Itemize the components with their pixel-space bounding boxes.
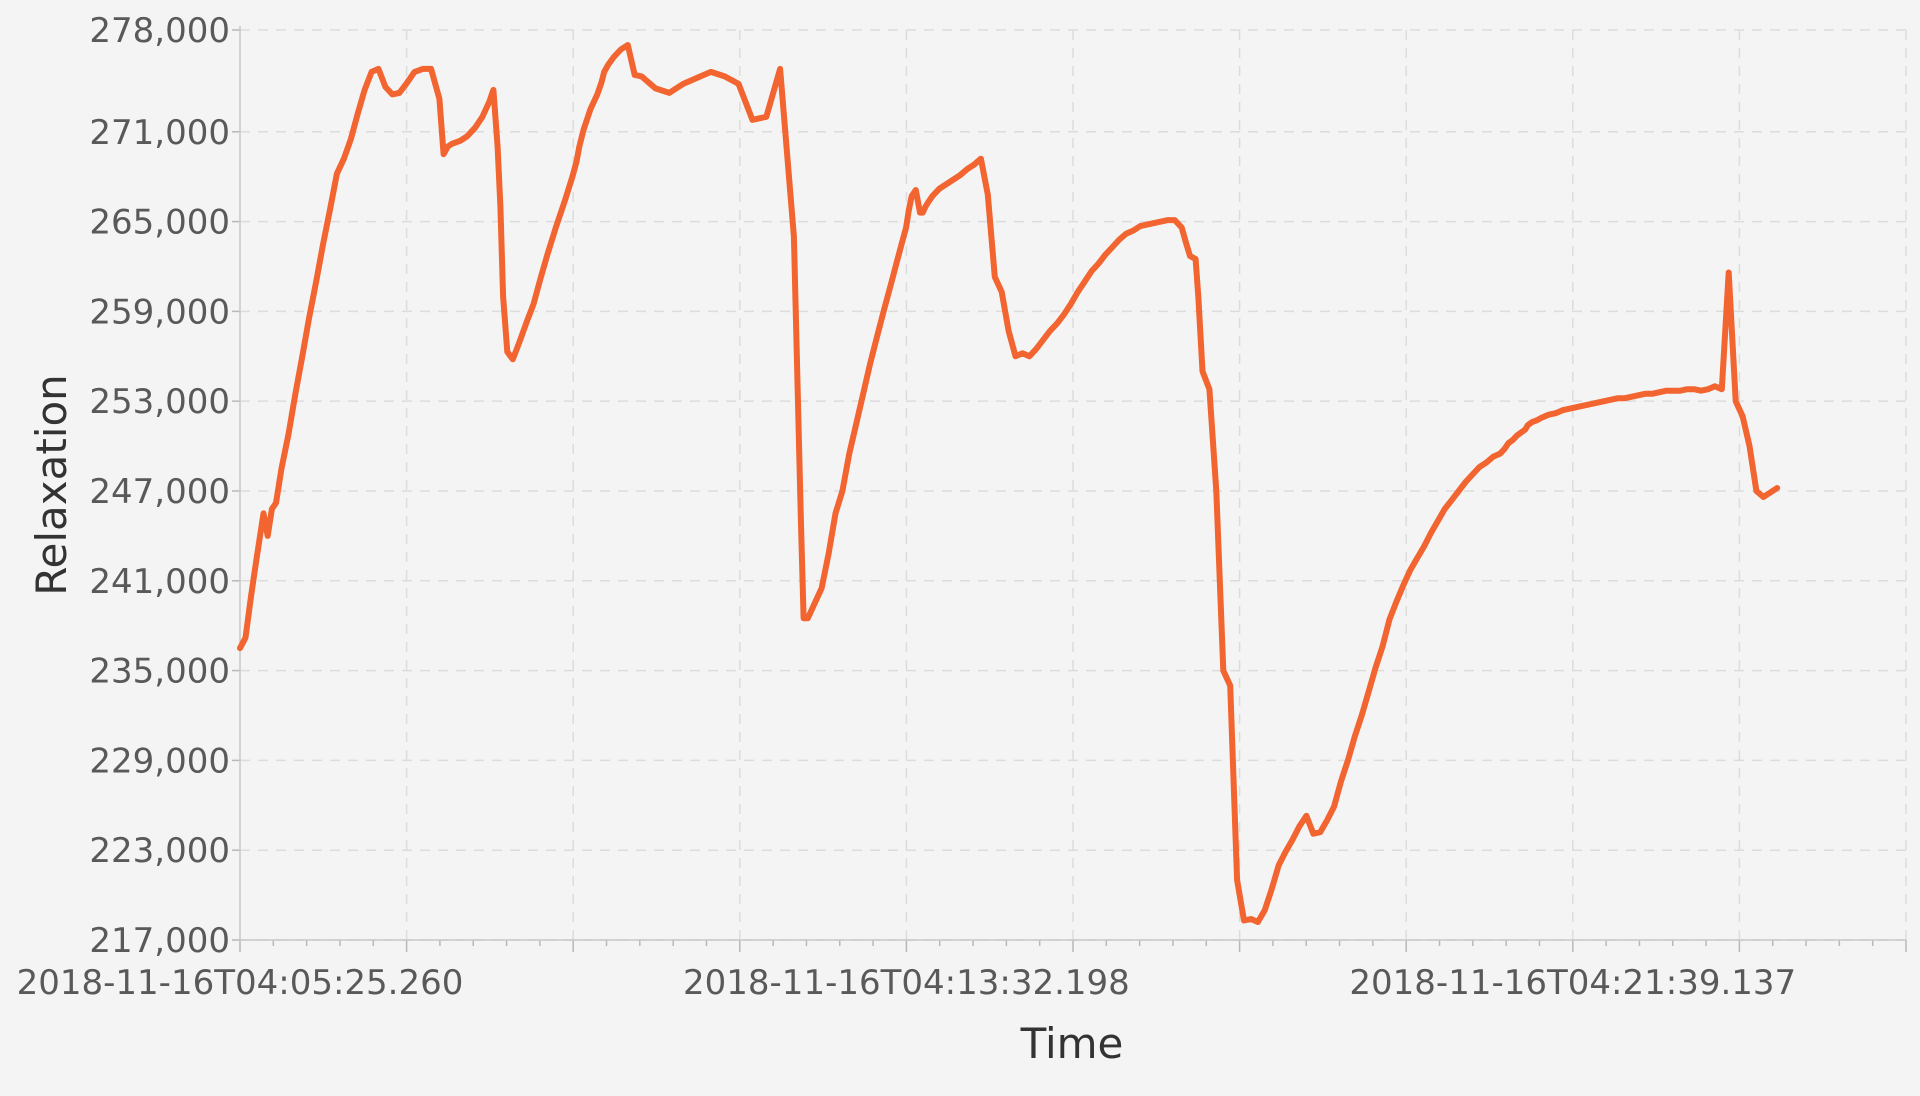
y-tick-label: 271,000 <box>89 113 230 153</box>
x-tick-label: 2018-11-16T04:05:25.260 <box>17 963 464 1003</box>
y-tick-label: 241,000 <box>89 562 230 602</box>
y-tick-label: 253,000 <box>89 382 230 422</box>
axes <box>232 26 1907 952</box>
y-axis-title: Relaxation <box>27 374 76 596</box>
y-tick-label: 247,000 <box>89 472 230 512</box>
y-tick-label: 235,000 <box>89 652 230 692</box>
y-tick-label: 265,000 <box>89 203 230 243</box>
y-tick-label: 229,000 <box>89 741 230 781</box>
x-tick-label: 2018-11-16T04:21:39.137 <box>1349 963 1796 1003</box>
y-tick-label: 223,000 <box>89 831 230 871</box>
series-layer <box>237 42 1781 925</box>
y-tick-label: 217,000 <box>89 921 230 961</box>
x-axis-title: Time <box>1020 1019 1124 1068</box>
tick-labels: 217,000 223,000 229,000 235,000 241,000 247,0… <box>17 11 1797 1003</box>
y-tick-label: 278,000 <box>89 11 230 51</box>
y-tick-label: 259,000 <box>89 292 230 332</box>
x-tick-label: 2018-11-16T04:13:32.198 <box>683 963 1130 1003</box>
grid <box>240 29 1907 941</box>
relaxation-series-line <box>237 42 1781 925</box>
